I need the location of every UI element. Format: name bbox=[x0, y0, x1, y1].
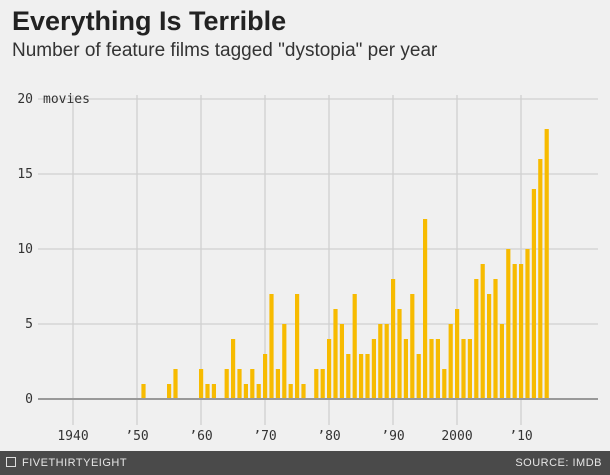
bar bbox=[531, 189, 536, 399]
bar bbox=[263, 354, 268, 399]
footer: FIVETHIRTYEIGHT SOURCE: IMDB bbox=[0, 451, 610, 475]
bar-chart: 1940 ’50 ’60 ’70 ’80 ’90 2000 ’10 0 5 10 15 20 movies bbox=[17, 92, 598, 444]
source-label: SOURCE: IMDB bbox=[515, 457, 602, 469]
x-tick-label: ’50 bbox=[125, 429, 148, 444]
bar bbox=[365, 354, 370, 399]
bar bbox=[288, 384, 293, 399]
y-tick-label: 0 bbox=[25, 392, 33, 407]
bar bbox=[403, 339, 408, 399]
bar bbox=[327, 339, 332, 399]
bar bbox=[320, 369, 325, 399]
y-tick-label: 10 bbox=[17, 242, 33, 257]
x-tick-label: ’80 bbox=[317, 429, 340, 444]
bar bbox=[333, 309, 338, 399]
bar bbox=[314, 369, 319, 399]
bar bbox=[282, 324, 287, 399]
bar bbox=[384, 324, 389, 399]
bar bbox=[359, 354, 364, 399]
bar bbox=[416, 354, 421, 399]
bar bbox=[410, 294, 415, 399]
x-tick-label: 1940 bbox=[57, 429, 88, 444]
bar bbox=[487, 294, 492, 399]
bar bbox=[397, 309, 402, 399]
x-tick-label: ’60 bbox=[189, 429, 212, 444]
bar bbox=[391, 279, 396, 399]
bar bbox=[378, 324, 383, 399]
bar bbox=[474, 279, 479, 399]
bar bbox=[231, 339, 236, 399]
bar bbox=[199, 369, 204, 399]
x-tick-label: ’70 bbox=[253, 429, 276, 444]
bar bbox=[243, 384, 248, 399]
bar bbox=[512, 264, 517, 399]
bar bbox=[295, 294, 300, 399]
bar bbox=[455, 309, 460, 399]
x-tick-label: ’90 bbox=[381, 429, 404, 444]
chart-title: Everything Is Terrible bbox=[12, 6, 287, 36]
bar bbox=[352, 294, 357, 399]
fivethirtyeight-logo-icon bbox=[6, 457, 16, 467]
bar bbox=[519, 264, 524, 399]
bar bbox=[467, 339, 472, 399]
bar bbox=[448, 324, 453, 399]
y-tick-label: 5 bbox=[25, 317, 33, 332]
bar bbox=[435, 339, 440, 399]
y-axis-unit-label: movies bbox=[43, 92, 90, 107]
bar bbox=[442, 369, 447, 399]
bar bbox=[339, 324, 344, 399]
bar bbox=[269, 294, 274, 399]
bar bbox=[301, 384, 306, 399]
bar bbox=[499, 324, 504, 399]
bar bbox=[493, 279, 498, 399]
bar bbox=[429, 339, 434, 399]
bar bbox=[480, 264, 485, 399]
bar bbox=[250, 369, 255, 399]
bar bbox=[211, 384, 216, 399]
bar bbox=[167, 384, 172, 399]
bar bbox=[371, 339, 376, 399]
bar bbox=[224, 369, 229, 399]
bar bbox=[538, 159, 543, 399]
chart-subtitle: Number of feature films tagged "dystopia… bbox=[12, 40, 438, 61]
y-tick-label: 20 bbox=[17, 92, 33, 107]
bar bbox=[423, 219, 428, 399]
bar bbox=[461, 339, 466, 399]
bar bbox=[205, 384, 210, 399]
x-tick-label: ’10 bbox=[509, 429, 532, 444]
bar bbox=[346, 354, 351, 399]
bar bbox=[141, 384, 146, 399]
bar bbox=[525, 249, 530, 399]
bar bbox=[237, 369, 242, 399]
bar bbox=[544, 129, 549, 399]
bar bbox=[506, 249, 511, 399]
bar bbox=[275, 369, 280, 399]
y-tick-label: 15 bbox=[17, 167, 33, 182]
brand-label: FIVETHIRTYEIGHT bbox=[22, 457, 128, 469]
bar bbox=[256, 384, 261, 399]
x-tick-label: 2000 bbox=[441, 429, 472, 444]
bar bbox=[173, 369, 178, 399]
